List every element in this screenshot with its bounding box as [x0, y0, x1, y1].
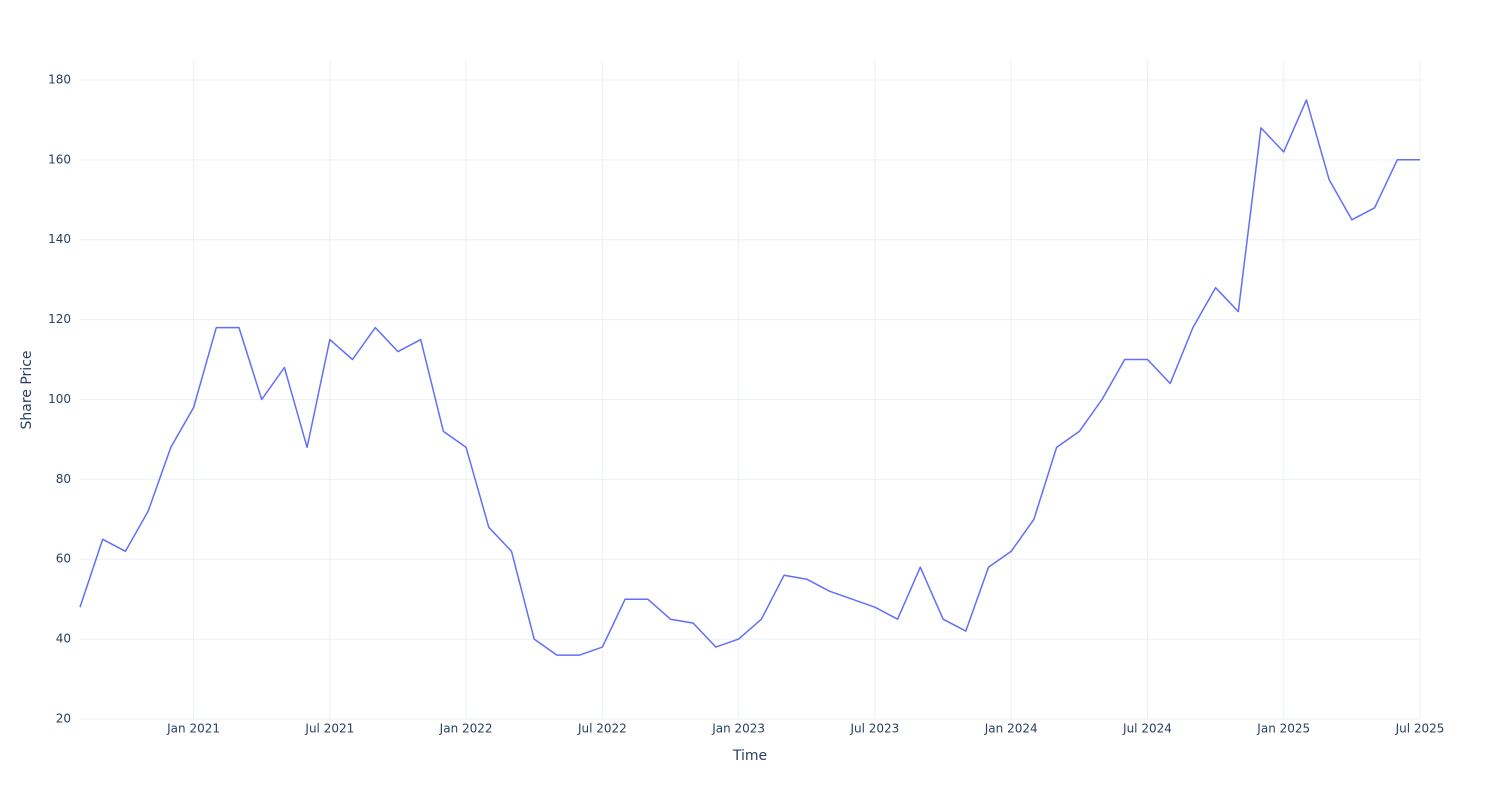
x-tick-label: Jan 2023	[711, 722, 765, 736]
y-tick-label: 60	[56, 552, 71, 566]
y-tick-label: 80	[56, 472, 71, 486]
x-tick-label: Jul 2024	[1122, 722, 1172, 736]
x-tick-label: Jul 2022	[577, 722, 627, 736]
y-tick-label: 160	[48, 152, 71, 166]
y-tick-label: 40	[56, 632, 71, 646]
x-tick-label: Jan 2025	[1256, 722, 1310, 736]
x-tick-label: Jul 2023	[849, 722, 899, 736]
x-tick-label: Jan 2021	[166, 722, 220, 736]
y-tick-label: 100	[48, 392, 71, 406]
x-tick-label: Jul 2025	[1395, 722, 1445, 736]
x-tick-label: Jan 2022	[439, 722, 493, 736]
y-tick-label: 180	[48, 72, 71, 86]
y-tick-label: 20	[56, 712, 71, 726]
x-tick-label: Jul 2021	[304, 722, 354, 736]
price-line	[79, 99, 1420, 656]
y-tick-label: 120	[48, 312, 71, 326]
y-axis-title: Share Price	[19, 350, 35, 429]
x-tick-label: Jan 2024	[984, 722, 1038, 736]
x-axis-title: Time	[732, 748, 767, 764]
y-tick-label: 140	[48, 232, 71, 246]
